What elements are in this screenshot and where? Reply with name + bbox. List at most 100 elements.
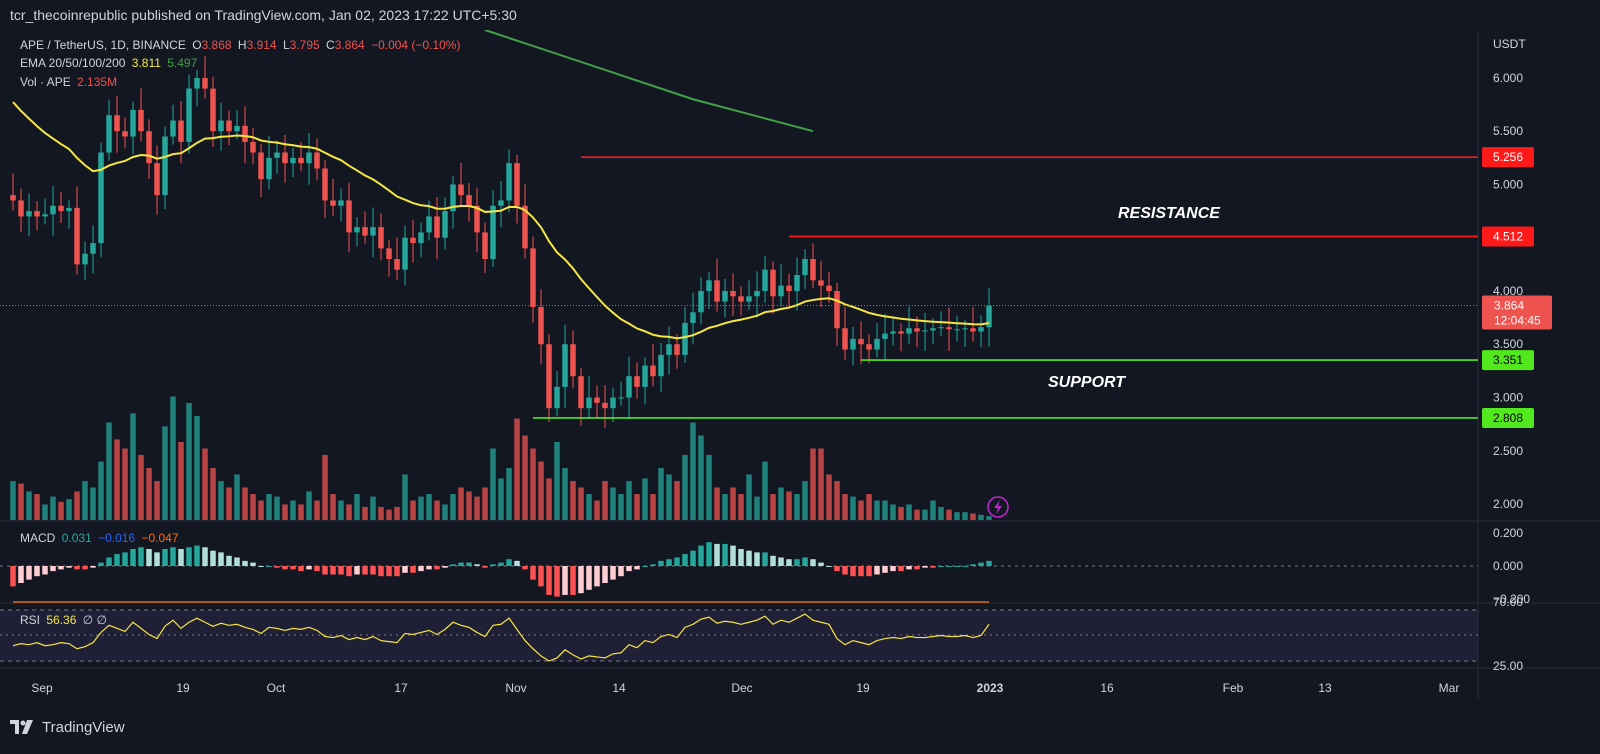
candle-body (578, 376, 584, 409)
candle-body (114, 115, 120, 132)
macd-hist-bar (74, 566, 80, 570)
candle-body (498, 200, 504, 206)
candle-body (50, 205, 56, 215)
ema-legend[interactable]: EMA 20/50/100/200 3.811 5.497 (20, 56, 200, 70)
macd-hist-bar (266, 566, 272, 567)
macd-hist-bar (514, 560, 520, 566)
candle-body (514, 163, 520, 206)
candle-body (482, 232, 488, 260)
volume-bar (690, 422, 696, 520)
volume-bar (906, 504, 912, 520)
candle-body (786, 285, 792, 291)
volume-bar (410, 500, 416, 520)
volume-bar (570, 481, 576, 520)
candle-body (962, 328, 968, 330)
symbol-legend[interactable]: APE / TetherUS, 1D, BINANCE O3.868 H3.91… (20, 38, 463, 52)
candle-body (594, 397, 600, 403)
resistance-price-text: 4.512 (1493, 229, 1523, 243)
volume-bar (434, 500, 440, 520)
macd-hist-bar (658, 560, 664, 566)
volume-bar (890, 504, 896, 520)
candle-body (378, 227, 384, 249)
macd-hist-bar (362, 566, 368, 575)
macd-hist-bar (306, 566, 312, 570)
volume-bar (914, 509, 920, 520)
volume-bar (498, 478, 504, 520)
last-price-tag (1482, 295, 1552, 330)
volume-bar (226, 487, 232, 520)
candle-body (34, 211, 40, 217)
macd-hist-bar (530, 566, 536, 580)
macd-hist-bar (402, 566, 408, 573)
candle-body (730, 290, 736, 297)
macd-hist-bar (442, 566, 448, 568)
volume-bar (674, 481, 680, 520)
candle-body (690, 312, 696, 323)
volume-bar (18, 483, 24, 520)
macd-hist-bar (346, 566, 352, 577)
candlesticks[interactable] (10, 56, 992, 428)
macd-hist-bar (874, 566, 880, 575)
volume-bar (986, 516, 992, 520)
candle-body (978, 327, 984, 332)
macd-pane: 0.200 0.000 −0.200 (0, 526, 1530, 606)
time-tick: Mar (1439, 681, 1460, 695)
candle-body (402, 237, 408, 270)
candle-body (82, 253, 88, 265)
candle-body (530, 248, 536, 307)
volume-bar (754, 496, 760, 520)
lightning-icon[interactable] (987, 496, 1009, 518)
candle-body (466, 195, 472, 206)
macd-hist-bar (410, 566, 416, 573)
candle-body (18, 200, 24, 217)
volume-bar (842, 494, 848, 520)
close-label: C (326, 38, 335, 52)
candle-body (794, 275, 800, 291)
macd-hist-bar (946, 566, 952, 567)
time-tick: 14 (612, 681, 626, 695)
macd-hist-bar (786, 559, 792, 566)
macd-line-value: −0.016 (98, 531, 136, 545)
macd-hist-bar (978, 562, 984, 566)
resistance-price-tag (1482, 147, 1534, 168)
macd-legend[interactable]: MACD 0.031 −0.016 −0.047 (20, 531, 182, 545)
macd-signal-value: −0.047 (141, 531, 179, 545)
macd-hist-bar (450, 564, 456, 566)
candle-body (698, 290, 704, 313)
candle-body (666, 344, 672, 355)
macd-hist-bar (18, 566, 24, 583)
candle-body (826, 285, 832, 291)
candle-body (10, 195, 16, 201)
macd-hist-bar (234, 557, 240, 566)
volume-bar (450, 494, 456, 520)
price-tick: 3.500 (1493, 337, 1523, 351)
volume-bar (146, 468, 152, 520)
macd-hist-bar (370, 566, 376, 575)
candle-body (58, 205, 64, 212)
volume-bar (474, 496, 480, 520)
rsi-tick: 70.00 (1493, 595, 1523, 609)
rsi-legend[interactable]: RSI 56.36 ∅ ∅ (20, 613, 110, 627)
candle-body (266, 157, 272, 180)
macd-hist-bar (986, 560, 992, 566)
time-tick: Dec (731, 681, 752, 695)
macd-hist-bar (706, 542, 712, 566)
candle-body (314, 152, 320, 169)
volume-legend[interactable]: Vol · APE 2.135M (20, 75, 120, 89)
rsi-pane: 70.00 25.00 (0, 595, 1523, 673)
candle-body (154, 163, 160, 196)
volume-bar (946, 509, 952, 520)
volume-bar (658, 468, 664, 520)
macd-hist-bar (154, 552, 160, 566)
macd-hist-bar (746, 550, 752, 566)
volume-bar (98, 461, 104, 520)
macd-hist-bar (186, 547, 192, 566)
candle-body (546, 344, 552, 409)
volume-bar (242, 487, 248, 520)
candle-body (242, 125, 248, 142)
volume-bar (202, 448, 208, 520)
macd-hist-bar (730, 545, 736, 566)
candle-body (170, 120, 176, 137)
volume-bar (386, 509, 392, 520)
